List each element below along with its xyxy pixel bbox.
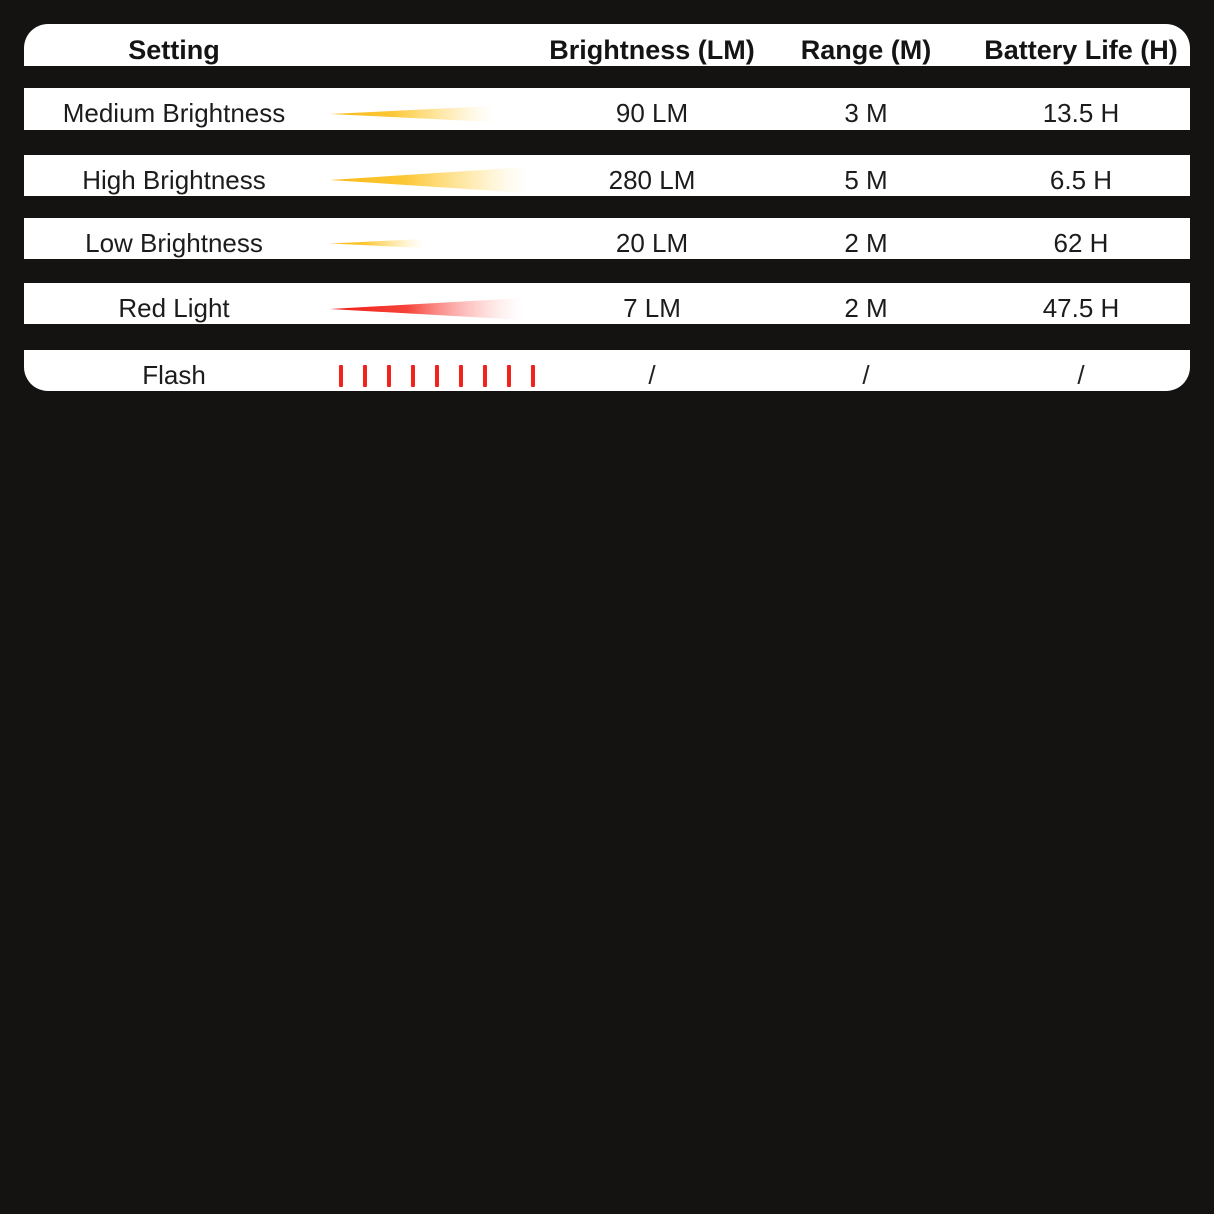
table-row-red-light: Red Light 7 LM 2 M 47.5 H	[24, 282, 1190, 325]
column-header-range: Range (M)	[800, 35, 932, 65]
range-value: 5 M	[844, 164, 888, 195]
flash-bar	[339, 364, 343, 387]
setting-label: Red Light	[118, 292, 230, 323]
flash-bars-icon	[324, 364, 544, 387]
table-header-row: Setting Brightness (LM) Range (M) Batter…	[24, 24, 1190, 67]
spec-table: Setting Brightness (LM) Range (M) Batter…	[24, 24, 1190, 392]
brightness-value: /	[648, 360, 656, 391]
battery-value: 62 H	[1053, 227, 1109, 258]
brightness-value: 7 LM	[623, 292, 681, 323]
flash-bar	[387, 364, 391, 387]
setting-label: Low Brightness	[85, 227, 263, 258]
table-row-high-brightness: High Brightness 280 LM 5 M 6.5	[24, 154, 1190, 196]
yellow-beam-medium-icon	[324, 105, 544, 122]
flash-bar	[459, 364, 463, 387]
range-value: 3 M	[844, 98, 888, 129]
setting-label: Flash	[142, 360, 206, 391]
flash-bar	[507, 364, 511, 387]
flash-bar	[483, 364, 487, 387]
column-header-setting: Setting	[128, 35, 220, 65]
table-row-flash: Flash / / /	[24, 350, 1190, 392]
flash-bar	[435, 364, 439, 387]
red-beam-icon	[324, 297, 544, 320]
yellow-beam-small-icon	[324, 238, 544, 248]
range-value: 2 M	[844, 227, 888, 258]
column-header-battery: Battery Life (H)	[984, 35, 1178, 65]
brightness-value: 20 LM	[615, 227, 689, 258]
table-row-medium-brightness: Medium Brightness 90 LM 3 M 13.	[24, 88, 1190, 130]
setting-label: Medium Brightness	[62, 98, 286, 129]
range-value: /	[862, 360, 870, 391]
flash-bar	[411, 364, 415, 387]
range-value: 2 M	[844, 292, 888, 323]
battery-value: 13.5 H	[1042, 98, 1120, 129]
flash-bar	[531, 364, 535, 387]
brightness-value: 90 LM	[615, 98, 689, 129]
flash-bar	[363, 364, 367, 387]
column-header-brightness: Brightness (LM)	[549, 35, 755, 65]
battery-value: 47.5 H	[1042, 292, 1120, 323]
battery-value: /	[1077, 360, 1085, 391]
table-row-low-brightness: Low Brightness 20 LM 2 M 62 H	[24, 217, 1190, 259]
yellow-beam-large-icon	[324, 167, 544, 194]
brightness-value: 280 LM	[608, 164, 696, 195]
battery-value: 6.5 H	[1049, 164, 1113, 195]
setting-label: High Brightness	[82, 164, 266, 195]
flash-bars	[330, 364, 535, 387]
